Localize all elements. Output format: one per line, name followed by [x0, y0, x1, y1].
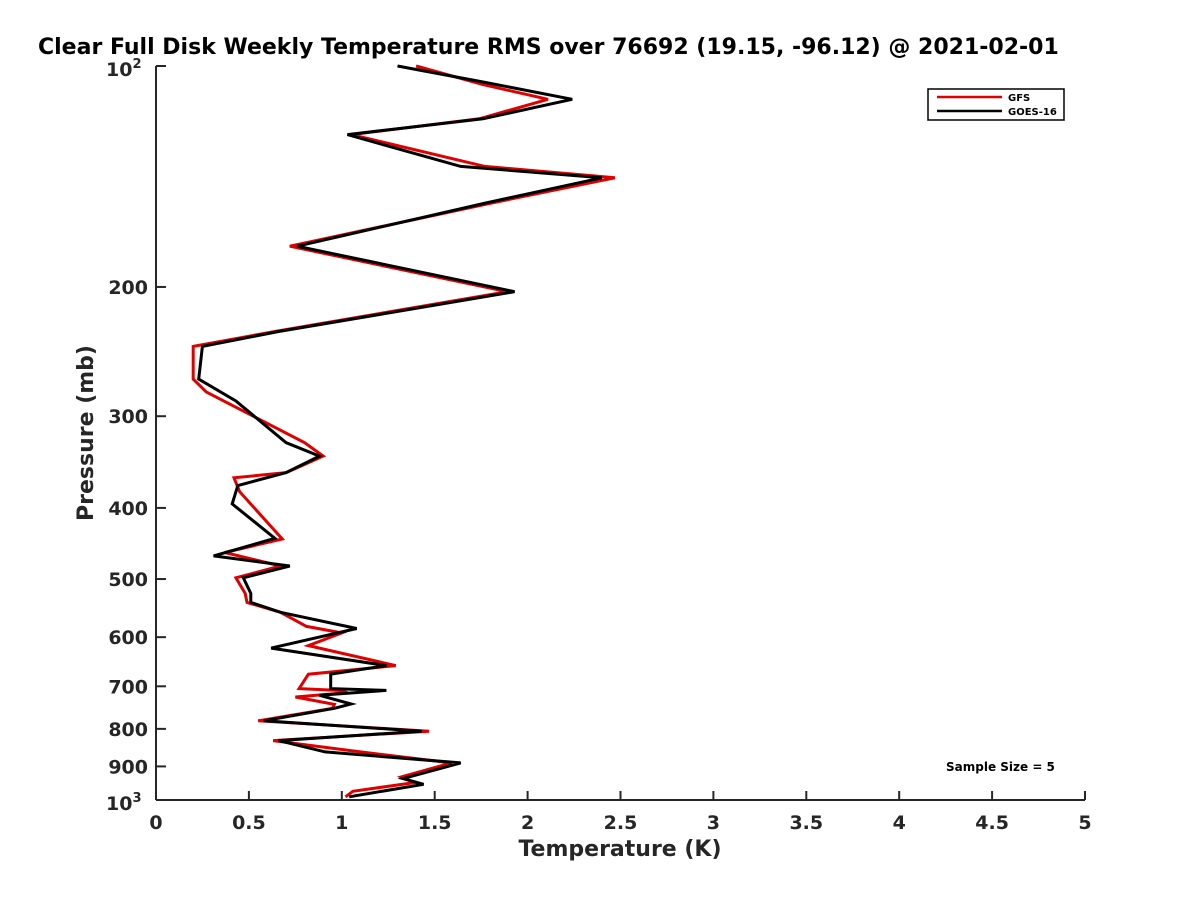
x-tick-label: 3: [707, 812, 720, 834]
chart-title: Clear Full Disk Weekly Temperature RMS o…: [38, 35, 1059, 60]
legend-label-goes16: GOES-16: [1008, 107, 1057, 118]
legend: GFS GOES-16: [927, 88, 1065, 121]
y-tick-label: 900: [108, 756, 148, 778]
y-tick-label-bottom-exponent: 3: [132, 791, 141, 806]
y-tick-label: 300: [108, 406, 148, 428]
x-ticks: 0 0.5 1 1.5 2 2.5 3 3.5 4 4.5 5: [149, 791, 1092, 834]
y-tick-label-top: 102: [106, 57, 142, 81]
series-line-gfs: [191, 64, 616, 799]
y-ticks: 200 300 400 500 600 700 800 900: [108, 65, 166, 801]
x-tick-label: 0.5: [232, 812, 266, 834]
legend-box: [927, 88, 1065, 121]
x-tick-label: 1: [335, 812, 348, 834]
plot-series: [191, 64, 616, 799]
y-tick-label-top-base: 10: [106, 59, 132, 81]
y-tick-label: 200: [108, 277, 148, 299]
y-tick-label: 400: [108, 498, 148, 520]
x-tick-label: 1.5: [418, 812, 452, 834]
sample-size-annotation: Sample Size = 5: [946, 760, 1055, 774]
y-tick-label-top-exponent: 2: [132, 57, 141, 72]
y-tick-label: 600: [108, 627, 148, 649]
y-tick-label-bottom: 103: [106, 791, 142, 815]
series-line-goes16: [197, 64, 603, 799]
y-tick-label: 500: [108, 569, 148, 591]
y-tick-label-bottom-base: 10: [106, 793, 132, 815]
x-tick-label: 0: [149, 812, 162, 834]
x-tick-label: 5: [1078, 812, 1091, 834]
y-axis-label: Pressure (mb): [74, 345, 99, 521]
x-tick-label: 2: [521, 812, 534, 834]
x-axis-label: Temperature (K): [518, 837, 721, 862]
y-tick-label: 800: [108, 719, 148, 741]
x-tick-label: 4: [893, 812, 906, 834]
y-tick-label: 700: [108, 676, 148, 698]
legend-label-gfs: GFS: [1008, 93, 1030, 104]
x-tick-label: 2.5: [604, 812, 638, 834]
x-tick-label: 4.5: [975, 812, 1009, 834]
x-tick-label: 3.5: [789, 812, 823, 834]
